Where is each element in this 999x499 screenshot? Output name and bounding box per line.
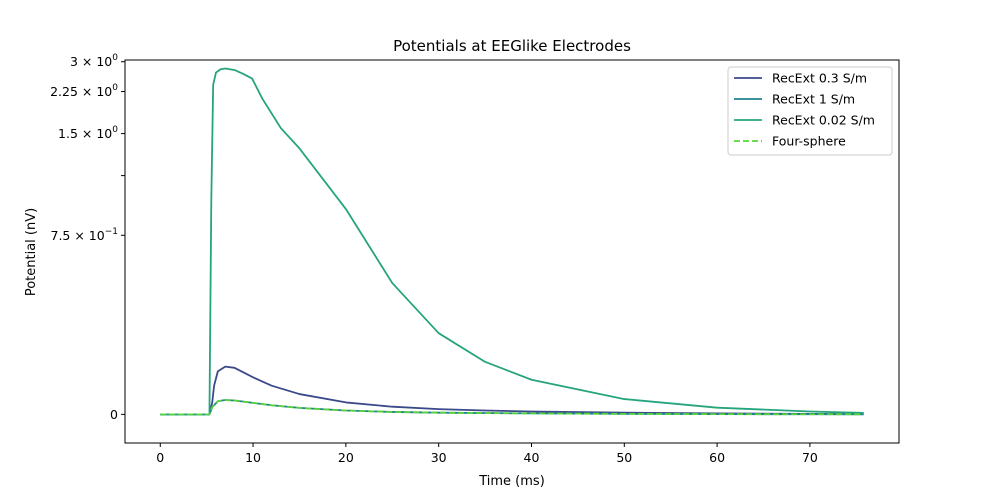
x-axis: 0 10 20 30 40 50 60 70 (156, 443, 818, 465)
y-axis-label: Potential (nV) (24, 208, 39, 296)
x-tick-label: 20 (338, 450, 354, 465)
y-tick-label: 3 × 100 (70, 53, 118, 69)
series-line-1 (160, 365, 864, 416)
y-tick-label: 0 (110, 407, 118, 422)
legend-entry-label: RecExt 0.02 S/m (772, 113, 875, 128)
series-line-4 (160, 399, 864, 416)
legend-frame (727, 66, 893, 156)
legend-entry-label: Four-sphere (772, 134, 846, 149)
y-tick-label: 7.5 × 10−1 (51, 227, 119, 243)
legend: RecExt 0.3 S/m RecExt 1 S/m RecExt 0.02 S/… (727, 66, 893, 156)
x-tick-label: 40 (524, 450, 540, 465)
x-tick-label: 10 (245, 450, 261, 465)
y-axis: 0 7.5 × 10−1 1.5 × 100 2.25 × 100 3 × 100 (50, 53, 125, 422)
y-tick-label: 1.5 × 100 (58, 125, 118, 141)
x-tick-label: 60 (709, 450, 725, 465)
x-tick-label: 50 (616, 450, 632, 465)
x-tick-label: 30 (431, 450, 447, 465)
x-axis-label: Time (ms) (478, 474, 545, 489)
axes-frame (124, 59, 900, 444)
y-tick-label: 2.25 × 100 (50, 83, 118, 99)
x-tick-label: 70 (802, 450, 818, 465)
plot-area (124, 59, 900, 444)
series-line-3 (160, 67, 864, 416)
x-tick-label: 0 (156, 450, 164, 465)
legend-entry-label: RecExt 0.3 S/m (772, 71, 867, 86)
chart-title: Potentials at EEGlike Electrodes (393, 37, 631, 55)
series-group (160, 67, 864, 416)
legend-entry-label: RecExt 1 S/m (772, 92, 855, 107)
